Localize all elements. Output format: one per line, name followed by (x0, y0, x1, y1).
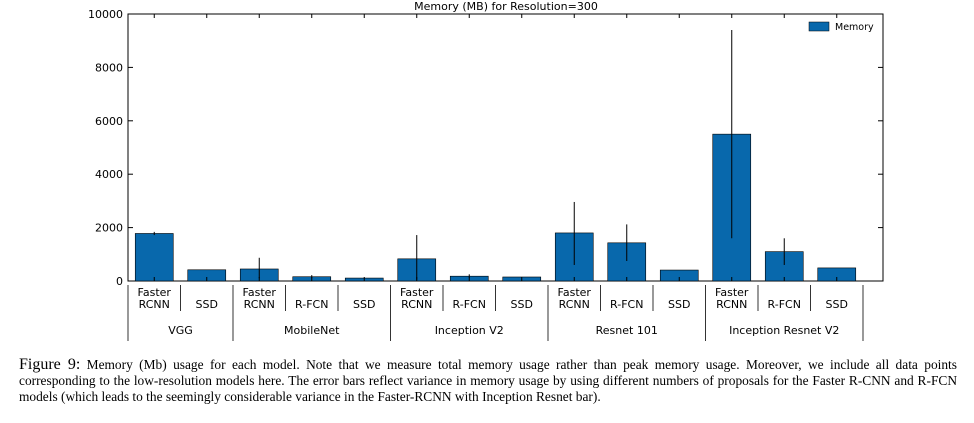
x-tick-label: R-FCN (453, 298, 486, 311)
group-label: Resnet 101 (596, 324, 658, 337)
x-tick-label: Faster (138, 286, 172, 299)
chart-title: Memory (MB) for Resolution=300 (414, 0, 598, 13)
x-tick-label: RCNN (559, 298, 590, 311)
memory-bar-chart: Memory (MB) for Resolution=300 0 2000 4000… (88, 0, 884, 341)
legend-swatch-memory (808, 21, 830, 32)
x-tick-label: RCNN (716, 298, 747, 311)
x-tick-label: SSD (826, 298, 848, 311)
caption-text: Memory (Mb) usage for each model. Note t… (19, 357, 957, 404)
x-tick-label: R-FCN (610, 298, 643, 311)
y-tick-label: 4000 (95, 168, 123, 181)
legend: Memory (808, 21, 874, 33)
x-tick-label: Faster (243, 286, 277, 299)
x-tick-label: SSD (196, 298, 218, 311)
x-tick-label: Faster (715, 286, 749, 299)
y-tick-label: 2000 (95, 222, 123, 235)
x-tick-label: R-FCN (295, 298, 328, 311)
x-tick-label: R-FCN (768, 298, 801, 311)
error-bars-layer (153, 30, 785, 280)
figure-label: Figure 9: (19, 356, 81, 373)
group-label: Inception V2 (435, 324, 504, 337)
bars-layer (134, 133, 857, 282)
x-tick-label: Faster (400, 286, 434, 299)
x-tick-label: SSD (668, 298, 690, 311)
group-label: MobileNet (284, 324, 340, 337)
y-tick-label: 0 (116, 275, 123, 288)
y-tick-label: 6000 (95, 115, 123, 128)
bar (134, 233, 174, 282)
group-label: Inception Resnet V2 (729, 324, 839, 337)
x-tick-label: SSD (353, 298, 375, 311)
x-tick-label: RCNN (401, 298, 432, 311)
plot-frame (127, 13, 884, 282)
group-label: VGG (168, 324, 193, 337)
x-tick-label: RCNN (244, 298, 275, 311)
x-tick-label: RCNN (139, 298, 170, 311)
figure-caption: Figure 9: Memory (Mb) usage for each mod… (19, 357, 957, 405)
x-tick-label: SSD (511, 298, 533, 311)
y-axis: 0 2000 4000 6000 8000 10000 (88, 8, 883, 288)
legend-label-memory: Memory (835, 22, 874, 33)
x-tick-label: Faster (558, 286, 592, 299)
y-tick-label: 8000 (95, 61, 123, 74)
y-tick-label: 10000 (88, 8, 123, 21)
plot-border (127, 13, 884, 282)
